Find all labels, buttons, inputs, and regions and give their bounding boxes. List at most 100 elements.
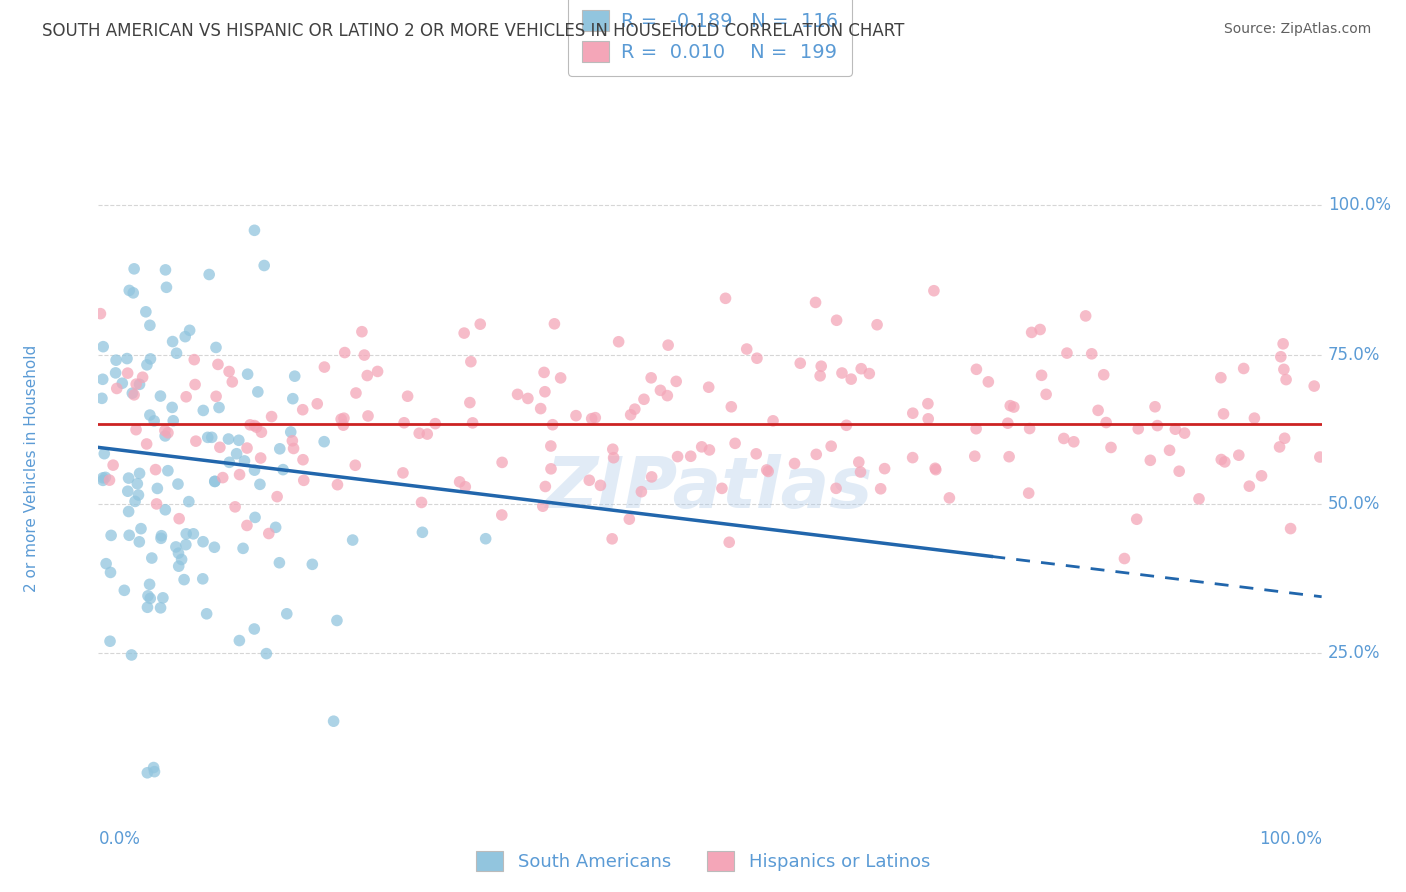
Point: [1279, 522, 1302, 536]
Point: [162, 414, 184, 428]
Point: [239, 417, 262, 432]
Point: [425, 417, 447, 431]
Point: [1002, 400, 1025, 414]
Point: [1031, 368, 1053, 383]
Point: [208, 401, 231, 415]
Point: [1268, 440, 1291, 454]
Point: [117, 366, 139, 380]
Point: [174, 538, 197, 552]
Point: [1080, 347, 1102, 361]
Point: [534, 384, 557, 399]
Point: [127, 488, 149, 502]
Point: [150, 529, 173, 543]
Point: [540, 439, 562, 453]
Point: [156, 425, 179, 440]
Point: [578, 473, 600, 487]
Point: [541, 417, 564, 432]
Point: [98, 634, 121, 648]
Point: [98, 473, 121, 487]
Point: [201, 430, 224, 444]
Point: [257, 526, 280, 541]
Point: [530, 401, 553, 416]
Point: [998, 450, 1021, 464]
Point: [1239, 479, 1261, 493]
Point: [720, 400, 742, 414]
Point: [735, 342, 758, 356]
Point: [236, 441, 259, 455]
Point: [357, 409, 380, 423]
Point: [835, 418, 858, 433]
Point: [167, 546, 190, 560]
Point: [145, 497, 167, 511]
Legend: R =  -0.189   N =  116, R =  0.010    N =  199: R = -0.189 N = 116, R = 0.010 N = 199: [568, 0, 852, 76]
Point: [249, 477, 271, 491]
Point: [124, 494, 146, 508]
Point: [1125, 512, 1147, 526]
Point: [314, 360, 336, 375]
Point: [330, 412, 353, 426]
Point: [1164, 422, 1187, 436]
Point: [207, 358, 229, 372]
Text: 2 or more Vehicles in Household: 2 or more Vehicles in Household: [24, 344, 38, 592]
Point: [314, 434, 336, 449]
Text: 100.0%: 100.0%: [1258, 830, 1322, 847]
Point: [153, 424, 176, 438]
Point: [699, 442, 721, 457]
Point: [167, 511, 190, 525]
Point: [820, 439, 842, 453]
Point: [322, 714, 344, 729]
Point: [1212, 407, 1234, 421]
Point: [170, 552, 193, 566]
Point: [129, 522, 152, 536]
Point: [724, 436, 747, 450]
Point: [243, 223, 266, 237]
Point: [307, 397, 329, 411]
Point: [633, 392, 655, 407]
Point: [1274, 431, 1296, 445]
Point: [1092, 368, 1115, 382]
Point: [1233, 361, 1256, 376]
Point: [160, 401, 183, 415]
Point: [1303, 379, 1326, 393]
Point: [254, 647, 277, 661]
Point: [195, 607, 218, 621]
Point: [1087, 403, 1109, 417]
Point: [138, 577, 160, 591]
Point: [204, 475, 226, 489]
Point: [128, 377, 150, 392]
Point: [232, 541, 254, 556]
Point: [281, 434, 304, 448]
Point: [197, 430, 219, 444]
Point: [583, 410, 606, 425]
Point: [193, 403, 215, 417]
Point: [745, 351, 768, 366]
Point: [640, 371, 662, 385]
Point: [925, 463, 948, 477]
Point: [139, 408, 162, 422]
Point: [755, 463, 778, 477]
Point: [808, 368, 831, 383]
Point: [416, 427, 439, 442]
Point: [392, 466, 415, 480]
Point: [125, 423, 148, 437]
Point: [392, 416, 415, 430]
Point: [866, 318, 889, 332]
Point: [139, 351, 162, 366]
Point: [155, 280, 177, 294]
Point: [184, 434, 207, 449]
Point: [1018, 421, 1040, 435]
Point: [1128, 422, 1150, 436]
Point: [146, 482, 169, 496]
Point: [1074, 309, 1097, 323]
Point: [602, 442, 624, 457]
Point: [191, 572, 214, 586]
Point: [602, 450, 624, 465]
Point: [117, 504, 139, 518]
Point: [143, 414, 166, 428]
Point: [924, 461, 946, 475]
Text: SOUTH AMERICAN VS HISPANIC OR LATINO 2 OR MORE VEHICLES IN HOUSEHOLD CORRELATION: SOUTH AMERICAN VS HISPANIC OR LATINO 2 O…: [42, 22, 904, 40]
Point: [1139, 453, 1161, 467]
Point: [581, 411, 603, 425]
Point: [183, 352, 205, 367]
Point: [136, 765, 159, 780]
